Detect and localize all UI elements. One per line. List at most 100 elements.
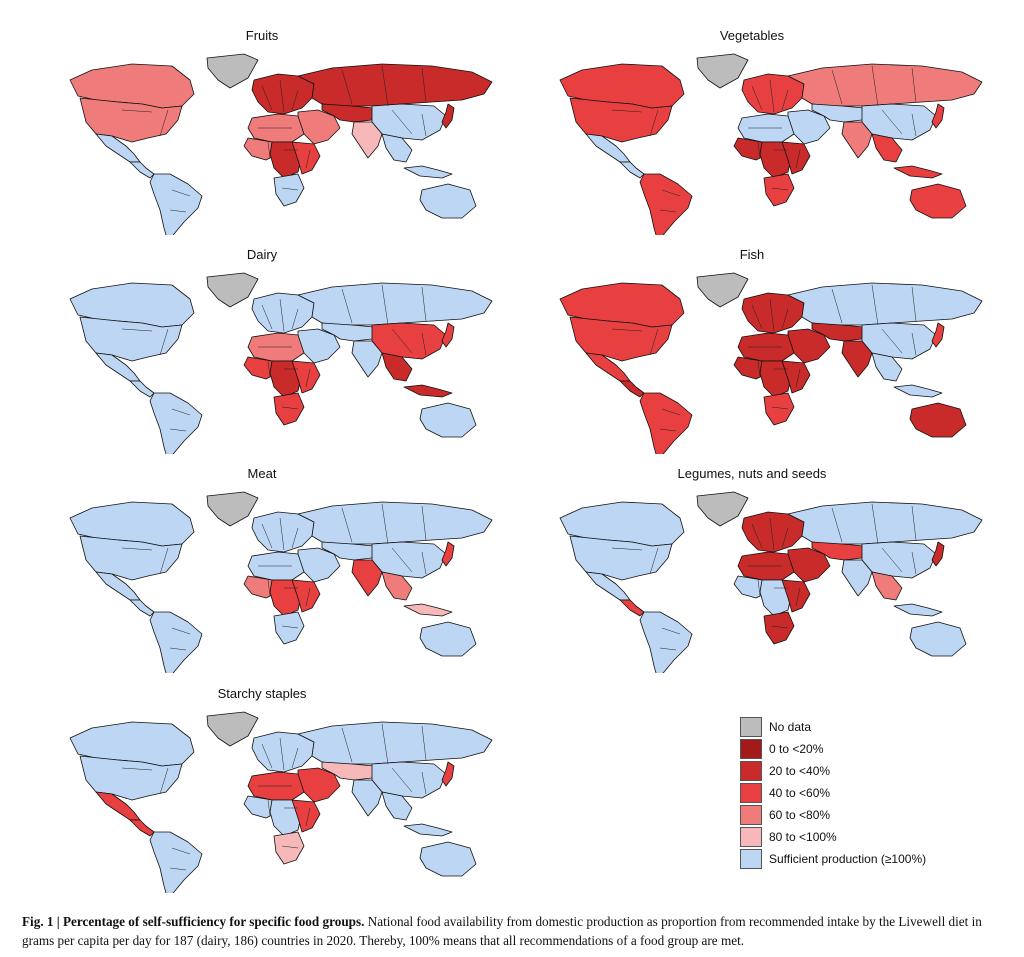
country-border [757, 579, 761, 597]
region-greenland [206, 711, 259, 747]
country-border [169, 867, 187, 871]
country-border [341, 288, 353, 324]
country-border [421, 771, 427, 795]
country-border [121, 109, 153, 113]
country-border [261, 523, 273, 549]
region-east-africa [291, 799, 321, 833]
country-border [391, 328, 413, 354]
country-border [795, 149, 801, 169]
region-australia [419, 841, 477, 877]
country-border [381, 65, 389, 107]
country-border [421, 332, 427, 356]
region-south-africa [273, 611, 305, 645]
world-map [559, 491, 983, 673]
country-border [121, 767, 153, 771]
country-border [267, 799, 271, 817]
panel-title: Meat [247, 466, 277, 481]
country-border [661, 408, 681, 416]
region-south-america [149, 831, 203, 893]
region-greenland [696, 491, 749, 527]
country-border [611, 109, 643, 113]
region-greenland [206, 53, 259, 89]
country-border [279, 737, 285, 771]
country-border [795, 587, 801, 607]
country-border [751, 523, 763, 549]
country-border [291, 527, 299, 549]
country-border [751, 304, 763, 330]
region-japan [441, 322, 455, 348]
region-se-asia [871, 352, 903, 382]
panel-title: Starchy staples [217, 686, 307, 701]
region-indonesia [893, 384, 943, 398]
country-border [267, 360, 271, 378]
country-border [121, 547, 153, 551]
region-india [351, 559, 383, 597]
country-border [911, 505, 917, 541]
region-south-america [149, 173, 203, 235]
region-greenland [206, 491, 259, 527]
region-india [351, 340, 383, 378]
region-se-asia [871, 571, 903, 601]
panel-title: Fruits [245, 28, 279, 43]
country-border [291, 747, 299, 769]
region-japan [441, 761, 455, 787]
region-east-africa [781, 579, 811, 613]
country-border [881, 547, 903, 573]
country-border [261, 743, 273, 769]
country-border [831, 288, 843, 324]
country-border [421, 113, 427, 137]
region-central-america [129, 819, 155, 837]
country-border [421, 505, 427, 541]
country-border [159, 109, 169, 137]
country-border [305, 149, 311, 169]
region-india [841, 340, 873, 378]
country-border [391, 767, 413, 793]
country-border [267, 579, 271, 597]
world-map [69, 711, 493, 893]
country-border [881, 109, 903, 135]
caption-label: Fig. 1 | Percentage of self-sufficiency … [22, 914, 365, 929]
region-south-africa [273, 173, 305, 207]
region-india [351, 779, 383, 817]
world-map [559, 272, 983, 454]
map-panel-vegetables: Vegetables [512, 28, 992, 238]
region-australia [419, 183, 477, 219]
region-russia [297, 63, 493, 107]
region-greenland [696, 53, 749, 89]
country-border [341, 507, 353, 543]
country-border [769, 517, 775, 551]
region-east-africa [781, 141, 811, 175]
region-central-america [129, 161, 155, 179]
legend-label: 40 to <60% [769, 786, 831, 800]
country-border [611, 328, 643, 332]
map-panel-starchy-staples: Starchy staples [22, 686, 502, 896]
country-border [121, 328, 153, 332]
country-border [421, 67, 427, 103]
country-border [769, 79, 775, 113]
country-border [911, 332, 917, 356]
region-russia [787, 63, 983, 107]
legend-swatch [740, 783, 762, 803]
region-india [841, 559, 873, 597]
country-border [171, 189, 191, 197]
region-central-america [619, 161, 645, 179]
region-central-america [619, 599, 645, 617]
region-indonesia [403, 823, 453, 837]
country-border [391, 547, 413, 573]
country-border [169, 209, 187, 213]
map-panel-legumes: Legumes, nuts and seeds [512, 466, 992, 676]
legend-item: No data [740, 717, 980, 737]
region-australia [909, 402, 967, 438]
country-border [341, 727, 353, 763]
region-south-africa [273, 392, 305, 426]
country-border [911, 113, 917, 137]
country-border [757, 360, 761, 378]
region-australia [419, 402, 477, 438]
region-europe [741, 292, 805, 334]
region-south-africa [763, 392, 795, 426]
country-border [421, 286, 427, 322]
country-border [305, 587, 311, 607]
country-border [649, 328, 659, 356]
country-border [831, 507, 843, 543]
country-border [267, 141, 271, 159]
